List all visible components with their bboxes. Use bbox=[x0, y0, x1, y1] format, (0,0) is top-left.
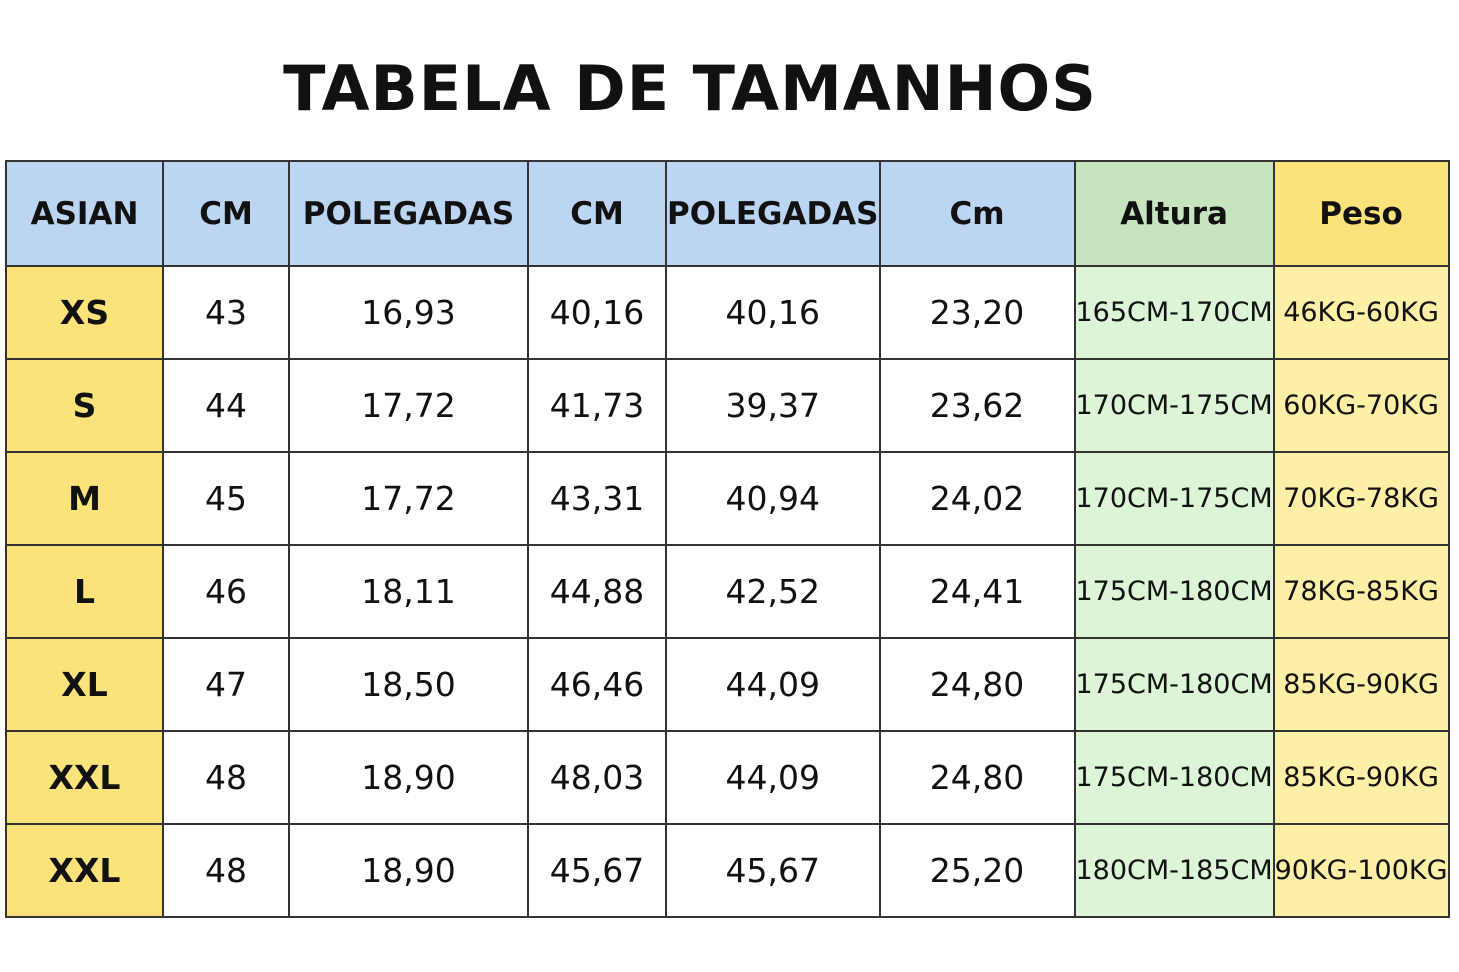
table-cell: 44,09 bbox=[665, 637, 881, 732]
table-cell: S bbox=[5, 358, 164, 453]
table-row: XXL 48 18,90 48,03 44,09 24,80 175CM-180CM 85KG… bbox=[5, 730, 1450, 825]
header-cell: Peso bbox=[1272, 160, 1450, 267]
table-cell: 165CM-170CM bbox=[1073, 265, 1275, 360]
table-cell: 24,80 bbox=[878, 637, 1076, 732]
table-cell: 18,50 bbox=[288, 637, 529, 732]
header-cell: CM bbox=[527, 160, 667, 267]
table-cell: L bbox=[5, 544, 164, 639]
table-cell: XXL bbox=[5, 730, 164, 825]
table-cell: XL bbox=[5, 637, 164, 732]
table-cell: 47 bbox=[162, 637, 290, 732]
table-cell: 18,90 bbox=[288, 730, 529, 825]
table-row: XL 47 18,50 46,46 44,09 24,80 175CM-180CM 85KG-… bbox=[5, 637, 1450, 732]
table-cell: 24,41 bbox=[878, 544, 1076, 639]
table-cell: 175CM-180CM bbox=[1073, 544, 1275, 639]
table-cell: 17,72 bbox=[288, 358, 529, 453]
table-cell: 23,62 bbox=[878, 358, 1076, 453]
table-cell: 44,88 bbox=[527, 544, 667, 639]
table-cell: 60KG-70KG bbox=[1272, 358, 1450, 453]
table-cell: 25,20 bbox=[878, 823, 1076, 918]
header-row: ASIAN CM POLEGADAS CM POLEGADAS Cm Altura Peso bbox=[5, 160, 1450, 267]
table-cell: M bbox=[5, 451, 164, 546]
table-cell: 23,20 bbox=[878, 265, 1076, 360]
table-row: XXL 48 18,90 45,67 45,67 25,20 180CM-185CM 90KG… bbox=[5, 823, 1450, 918]
table-cell: 39,37 bbox=[665, 358, 881, 453]
table-cell: 40,94 bbox=[665, 451, 881, 546]
table-cell: 85KG-90KG bbox=[1272, 637, 1450, 732]
table-cell: 175CM-180CM bbox=[1073, 637, 1275, 732]
table-cell: 44 bbox=[162, 358, 290, 453]
table-cell: 45,67 bbox=[665, 823, 881, 918]
table-cell: 40,16 bbox=[527, 265, 667, 360]
table-row: L 46 18,11 44,88 42,52 24,41 175CM-180CM 78KG-8… bbox=[5, 544, 1450, 639]
header-cell: POLEGADAS bbox=[665, 160, 881, 267]
table-cell: 175CM-180CM bbox=[1073, 730, 1275, 825]
table-cell: 42,52 bbox=[665, 544, 881, 639]
table-cell: 180CM-185CM bbox=[1073, 823, 1275, 918]
table-cell: 40,16 bbox=[665, 265, 881, 360]
table-cell: 18,11 bbox=[288, 544, 529, 639]
table-cell: 43 bbox=[162, 265, 290, 360]
header-cell: ASIAN bbox=[5, 160, 164, 267]
table-cell: 44,09 bbox=[665, 730, 881, 825]
table-cell: 78KG-85KG bbox=[1272, 544, 1450, 639]
table-cell: 24,80 bbox=[878, 730, 1076, 825]
table-cell: 45 bbox=[162, 451, 290, 546]
table-cell: 46 bbox=[162, 544, 290, 639]
table-cell: 41,73 bbox=[527, 358, 667, 453]
table-cell: XXL bbox=[5, 823, 164, 918]
title: TABELA DE TAMANHOS bbox=[283, 52, 1097, 125]
table-cell: 90KG-100KG bbox=[1272, 823, 1450, 918]
table-cell: 46KG-60KG bbox=[1272, 265, 1450, 360]
table-cell: 16,93 bbox=[288, 265, 529, 360]
header-cell: Altura bbox=[1073, 160, 1275, 267]
table-cell: 45,67 bbox=[527, 823, 667, 918]
header-cell: Cm bbox=[878, 160, 1076, 267]
table-cell: 48 bbox=[162, 823, 290, 918]
table-cell: 17,72 bbox=[288, 451, 529, 546]
table-row: M 45 17,72 43,31 40,94 24,02 170CM-175CM 70KG-7… bbox=[5, 451, 1450, 546]
table-row: XS 43 16,93 40,16 40,16 23,20 165CM-170CM 46KG-… bbox=[5, 265, 1450, 360]
table-cell: XS bbox=[5, 265, 164, 360]
table-cell: 70KG-78KG bbox=[1272, 451, 1450, 546]
table-cell: 43,31 bbox=[527, 451, 667, 546]
table-cell: 85KG-90KG bbox=[1272, 730, 1450, 825]
table-cell: 18,90 bbox=[288, 823, 529, 918]
table-cell: 48 bbox=[162, 730, 290, 825]
table-cell: 170CM-175CM bbox=[1073, 451, 1275, 546]
size-table: ASIAN CM POLEGADAS CM POLEGADAS Cm Altura Peso X… bbox=[5, 160, 1450, 918]
header-cell: POLEGADAS bbox=[288, 160, 529, 267]
table-cell: 48,03 bbox=[527, 730, 667, 825]
header-cell: CM bbox=[162, 160, 290, 267]
table-cell: 46,46 bbox=[527, 637, 667, 732]
table-cell: 170CM-175CM bbox=[1073, 358, 1275, 453]
table-cell: 24,02 bbox=[878, 451, 1076, 546]
table-row: S 44 17,72 41,73 39,37 23,62 170CM-175CM 60KG-7… bbox=[5, 358, 1450, 453]
